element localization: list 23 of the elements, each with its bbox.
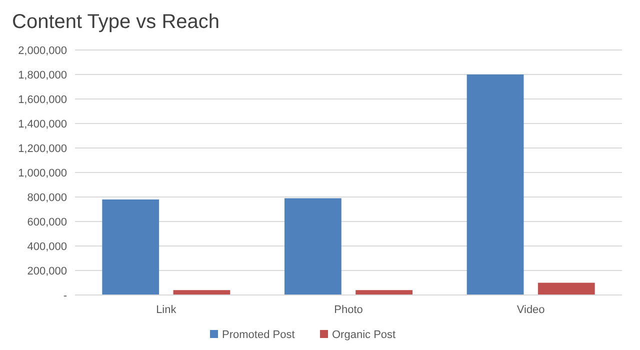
y-tick-label: 1,600,000 xyxy=(18,94,67,106)
x-tick-label: Link xyxy=(156,304,177,316)
y-tick-label: 600,000 xyxy=(27,216,67,228)
x-tick-label: Video xyxy=(516,304,545,316)
chart-title: Content Type vs Reach xyxy=(12,11,220,33)
y-tick-label: 400,000 xyxy=(27,240,67,253)
bar xyxy=(284,198,342,295)
x-tick-label: Photo xyxy=(334,304,363,316)
bar xyxy=(466,74,524,295)
y-tick-label: 1,800,000 xyxy=(18,69,67,82)
bar xyxy=(173,290,230,295)
legend-label: Promoted Post xyxy=(222,329,295,341)
legend-label: Organic Post xyxy=(332,329,396,341)
y-tick-label: - xyxy=(63,290,68,302)
y-tick-label: 200,000 xyxy=(27,265,67,278)
bar xyxy=(538,282,595,295)
y-tick-label: 1,200,000 xyxy=(18,142,67,155)
bar xyxy=(356,290,412,295)
y-tick-label: 800,000 xyxy=(27,192,67,204)
bar xyxy=(102,199,160,295)
y-tick-label: 2,000,000 xyxy=(18,44,67,57)
y-tick-label: 1,400,000 xyxy=(18,118,67,130)
y-tick-label: 1,000,000 xyxy=(18,167,67,180)
